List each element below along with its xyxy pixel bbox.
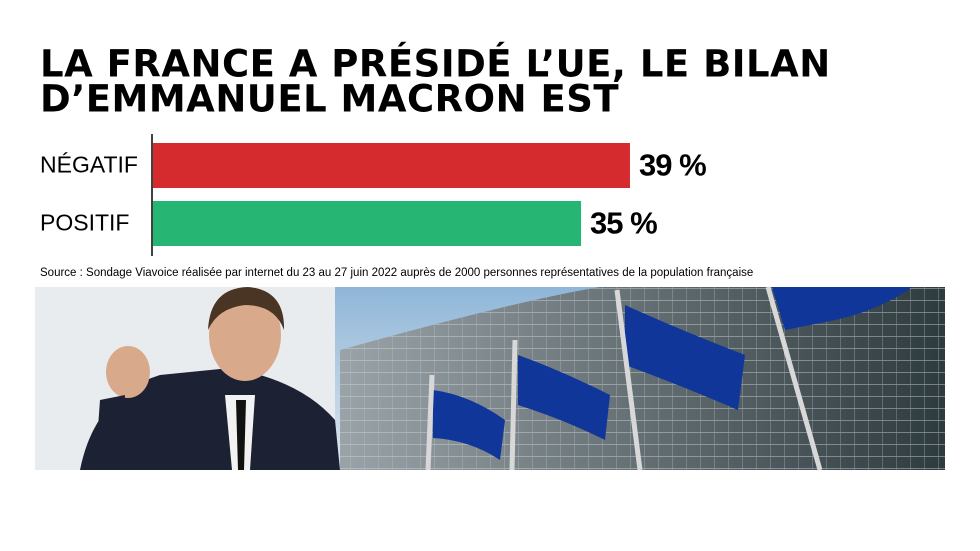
photo bbox=[35, 286, 945, 471]
category-label: POSITIF bbox=[40, 210, 129, 236]
bars: NÉGATIF 39 % POSITIF 35 % bbox=[40, 143, 707, 246]
category-label: NÉGATIF bbox=[40, 152, 138, 178]
value-label: 39 % bbox=[639, 148, 706, 183]
photo-person bbox=[80, 287, 340, 470]
bar bbox=[153, 201, 582, 246]
photo-poles bbox=[425, 286, 823, 471]
photo-flags bbox=[433, 287, 912, 460]
title-line: LA FRANCE A PRÉSIDÉ L’UE, LE BILAN bbox=[40, 42, 831, 86]
title-line: D’EMMANUEL MACRON EST bbox=[40, 78, 619, 121]
value-label: 35 % bbox=[590, 206, 657, 241]
title: LA FRANCE A PRÉSIDÉ L’UE, LE BILAN D’EMM… bbox=[40, 42, 831, 121]
bar bbox=[153, 143, 630, 188]
source: Source : Sondage Viavoice réalisée par i… bbox=[40, 267, 753, 279]
